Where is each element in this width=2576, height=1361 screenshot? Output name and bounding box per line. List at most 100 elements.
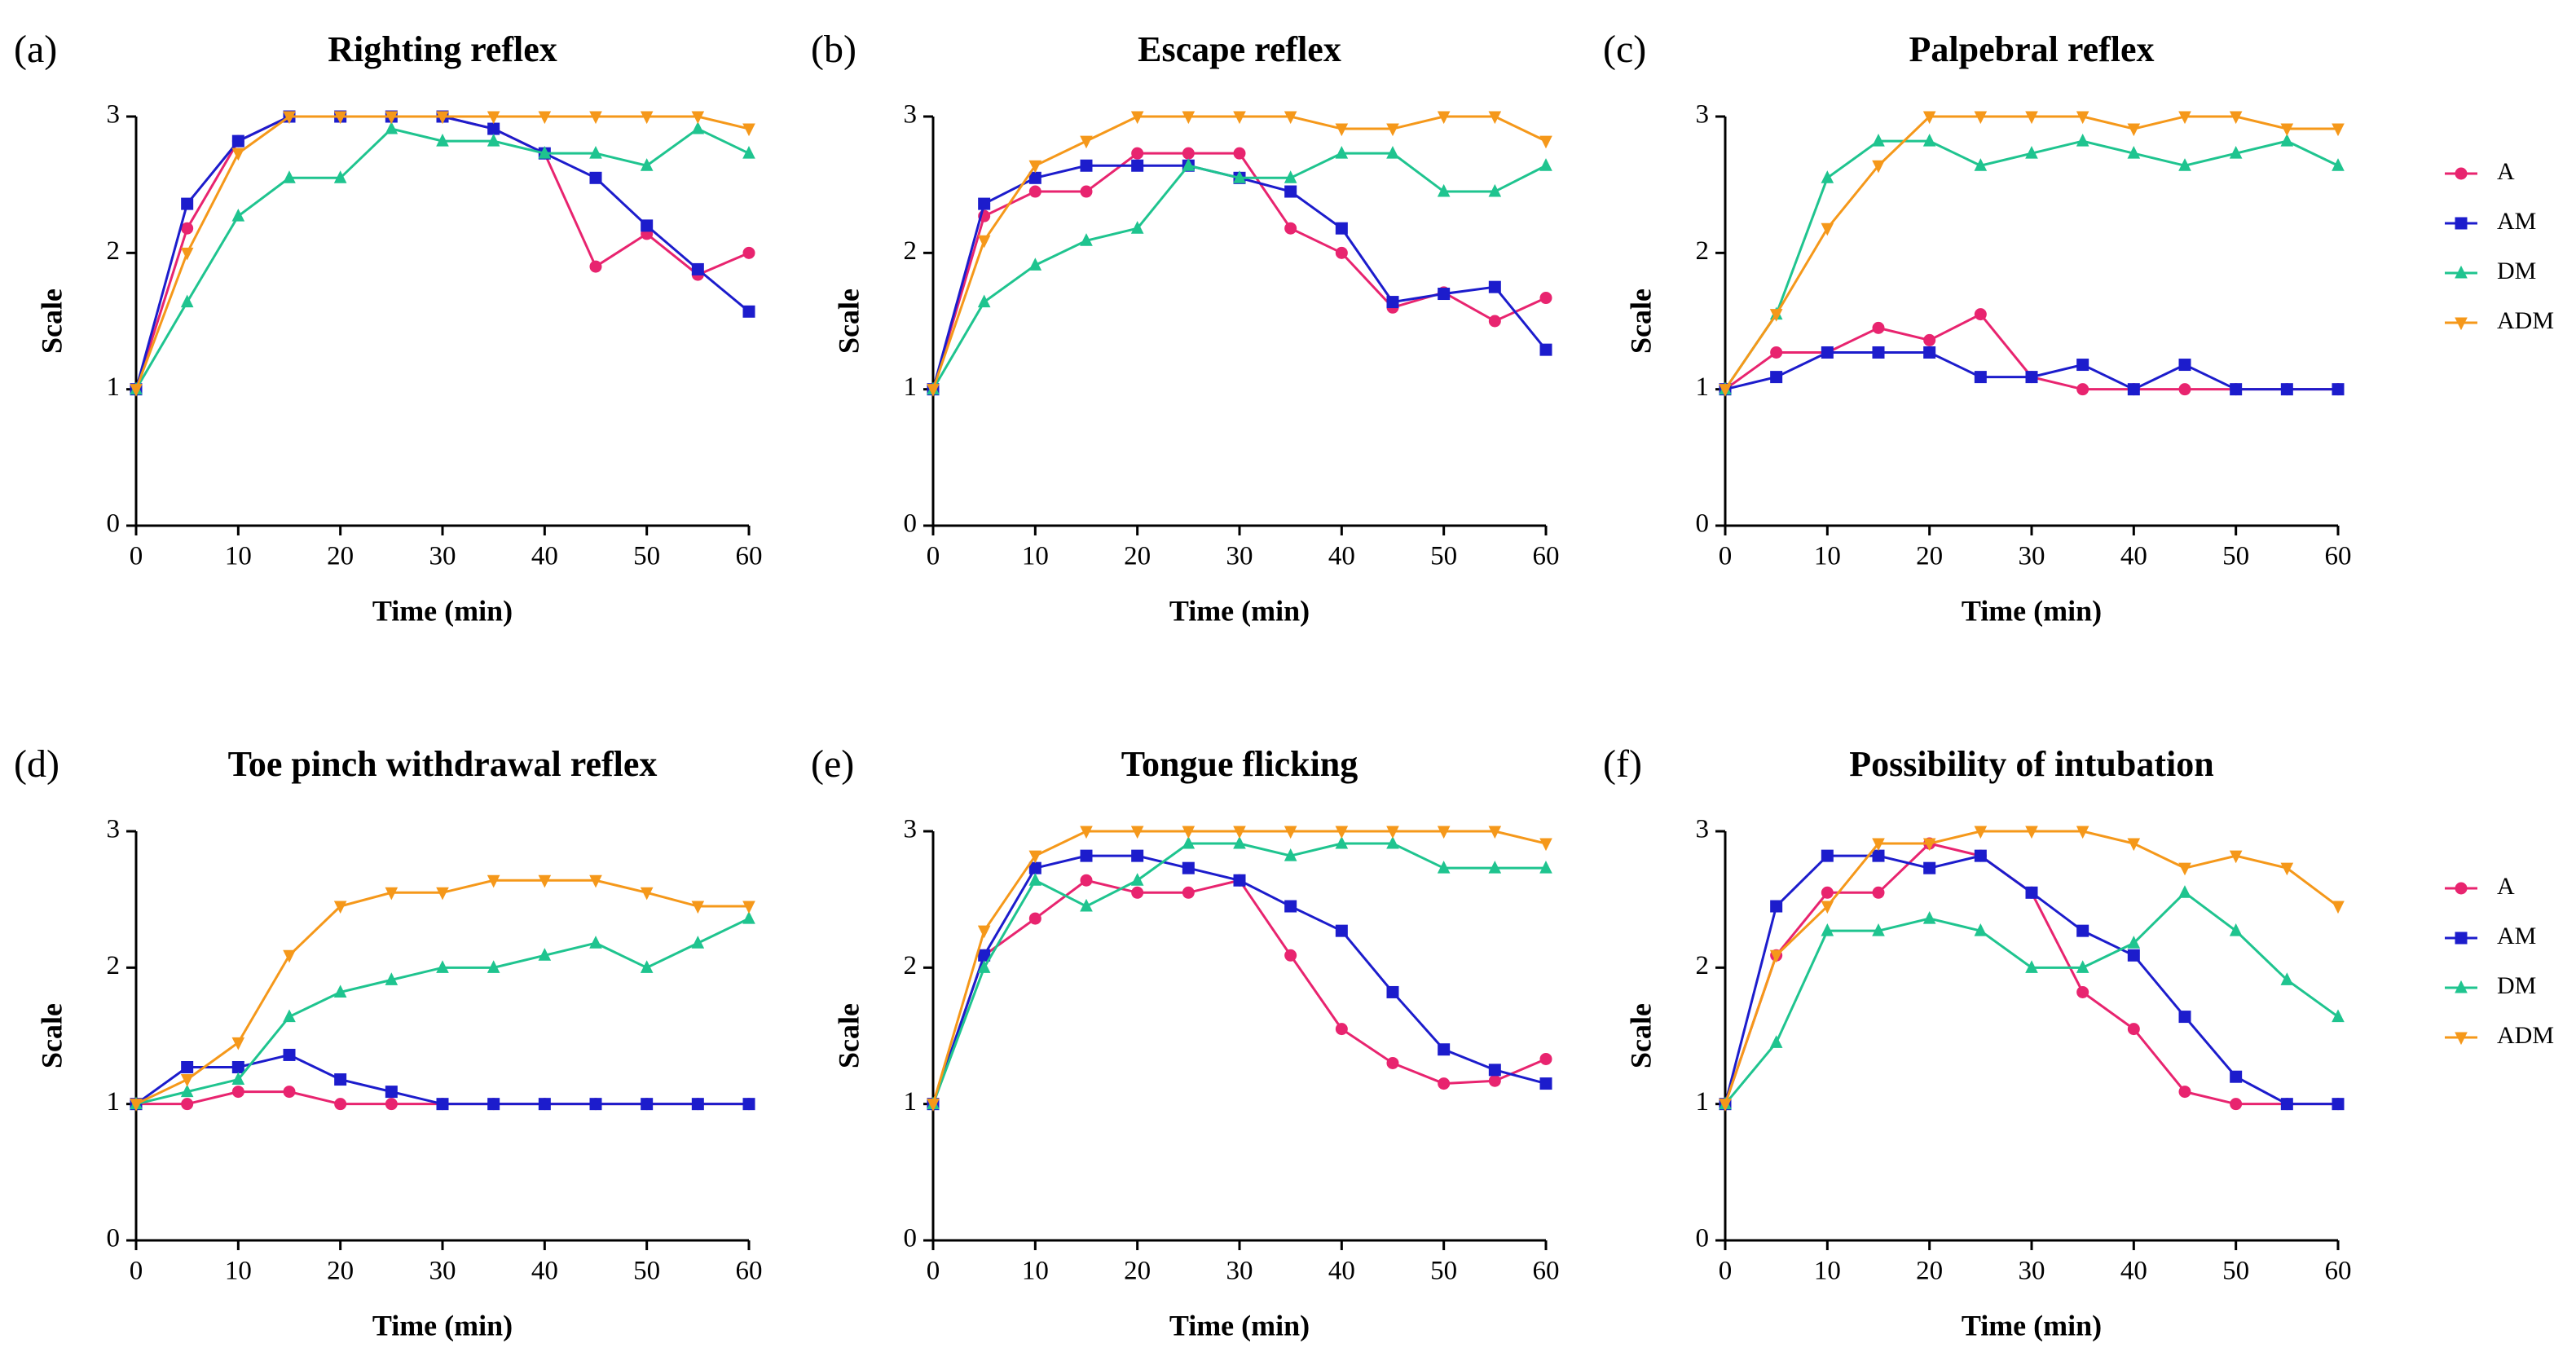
series-line — [135, 1053, 749, 1106]
marker — [1539, 292, 1552, 305]
marker — [2076, 359, 2089, 372]
x-tick-label: 0 — [130, 1257, 143, 1286]
marker — [487, 134, 500, 147]
marker — [1821, 222, 1834, 236]
x-tick-label: 40 — [1328, 1257, 1355, 1286]
marker — [1131, 849, 1144, 862]
marker — [1233, 874, 1246, 887]
marker — [1974, 111, 1988, 125]
marker — [691, 111, 705, 125]
y-tick-label: 3 — [904, 815, 918, 844]
x-axis-label: Time (min) — [372, 594, 513, 627]
marker — [1284, 170, 1297, 183]
marker — [1488, 1064, 1501, 1077]
x-tick-label: 30 — [1226, 542, 1253, 571]
marker — [589, 146, 602, 159]
marker — [487, 122, 500, 135]
marker — [1539, 343, 1552, 356]
marker — [2280, 1098, 2293, 1111]
marker — [1182, 861, 1195, 874]
legend-label: A — [2497, 158, 2515, 185]
panel-label: (b) — [811, 28, 856, 71]
marker — [1080, 233, 1093, 246]
series-line — [1724, 891, 2339, 1105]
marker — [1821, 886, 1834, 899]
marker — [2178, 1011, 2191, 1024]
marker — [385, 1098, 398, 1111]
marker — [1821, 923, 1834, 936]
x-tick-label: 10 — [1814, 1257, 1841, 1286]
marker — [2076, 383, 2089, 396]
x-tick-label: 0 — [927, 1257, 940, 1286]
marker — [1769, 309, 1783, 322]
marker — [1080, 135, 1093, 149]
marker — [181, 197, 194, 210]
marker — [1539, 1052, 1552, 1065]
marker — [1922, 134, 1936, 147]
marker — [385, 887, 399, 901]
y-tick-label: 1 — [107, 372, 121, 402]
marker — [1130, 221, 1144, 234]
x-axis-label: Time (min) — [1169, 1309, 1310, 1341]
x-tick-label: 20 — [327, 542, 354, 571]
y-tick-label: 1 — [904, 372, 918, 402]
marker — [334, 1098, 347, 1111]
marker — [1922, 111, 1936, 125]
x-tick-label: 10 — [1022, 1257, 1049, 1286]
y-axis-label: Scale — [832, 1003, 865, 1068]
marker — [130, 384, 143, 397]
x-tick-label: 40 — [1328, 542, 1355, 571]
marker — [1028, 258, 1042, 271]
marker — [385, 1086, 398, 1099]
marker — [1386, 826, 1399, 839]
marker — [589, 1098, 602, 1111]
marker — [1182, 826, 1196, 839]
marker — [1438, 288, 1451, 301]
series-line — [931, 164, 1548, 390]
marker — [2332, 1009, 2345, 1023]
x-axis-label: Time (min) — [1962, 594, 2102, 627]
legend-marker — [2455, 265, 2468, 279]
x-tick-label: 60 — [2325, 1257, 2352, 1286]
marker — [1719, 384, 1732, 397]
marker — [1872, 849, 1885, 862]
marker — [1539, 861, 1552, 874]
y-tick-label: 3 — [1696, 100, 1710, 130]
marker — [1028, 160, 1042, 174]
marker — [691, 1098, 704, 1111]
chart-title: Palpebral reflex — [1909, 29, 2155, 69]
marker — [436, 111, 449, 125]
marker — [1131, 159, 1144, 172]
x-tick-label: 60 — [736, 1257, 763, 1286]
marker — [1974, 826, 1988, 839]
marker — [742, 910, 755, 924]
x-tick-label: 50 — [2222, 542, 2249, 571]
marker — [538, 111, 552, 125]
marker — [2332, 123, 2345, 137]
marker — [2230, 1098, 2243, 1111]
legend-marker — [2455, 167, 2468, 180]
marker — [1182, 111, 1196, 125]
y-axis-label: Scale — [35, 288, 68, 354]
y-axis-label: Scale — [1624, 1003, 1657, 1068]
marker — [487, 1098, 500, 1111]
marker — [742, 1098, 755, 1111]
x-tick-label: 20 — [1124, 542, 1151, 571]
marker — [1080, 185, 1093, 198]
marker — [2025, 111, 2038, 125]
series-line — [1724, 350, 2338, 391]
legend-label: ADM — [2497, 1022, 2554, 1049]
marker — [1284, 900, 1297, 913]
series-line — [931, 879, 1547, 1105]
x-tick-label: 30 — [2019, 542, 2045, 571]
legend-marker — [2455, 217, 2468, 230]
marker — [538, 948, 552, 961]
marker — [1335, 826, 1349, 839]
x-tick-label: 50 — [1430, 542, 1457, 571]
legend-label: ADM — [2497, 307, 2554, 334]
marker — [1872, 886, 1885, 899]
marker — [1335, 123, 1349, 137]
marker — [1438, 1077, 1451, 1090]
marker — [691, 901, 705, 914]
marker — [1872, 923, 1885, 936]
